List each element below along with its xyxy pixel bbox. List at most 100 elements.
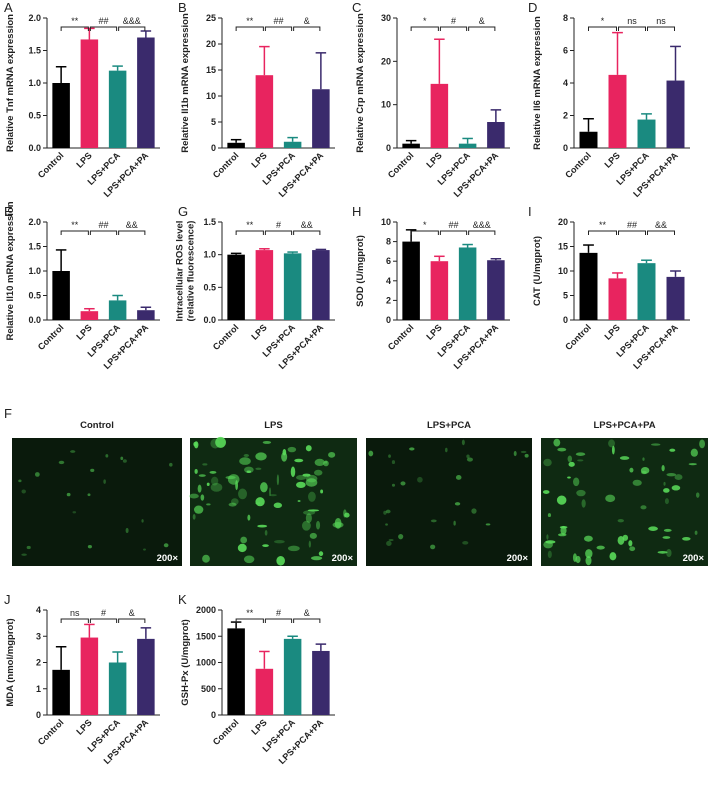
y-tick-label: 1.0 [203,250,216,260]
significance-bracket [468,26,496,31]
x-tick-label: LPS [602,150,621,169]
significance-bracket [618,230,646,235]
bar [487,260,505,320]
cell [513,451,517,457]
cell [520,450,527,454]
y-tick-label: 1.5 [28,46,41,56]
y-tick-label: 25 [206,13,216,23]
bar [137,310,155,320]
y-tick-label: 10 [381,100,391,110]
panel-title: LPS+PCA+PA [593,420,655,431]
cell [169,462,173,467]
bar [108,70,127,148]
cell [206,482,210,486]
bar [283,253,302,320]
cell [391,460,396,465]
cell [546,534,549,540]
significance-label: ** [246,608,254,618]
panel-label: K [178,592,187,607]
cell [105,454,109,458]
cell [669,448,676,452]
cell [308,540,311,548]
significance-label: ## [627,220,637,230]
y-tick-label: 0 [211,710,216,720]
cell [584,535,593,542]
cell [640,505,647,510]
cell [690,448,698,457]
x-tick-label: Control [386,322,416,352]
y-tick-label: 1500 [196,631,216,641]
y-tick-label: 5 [563,291,568,301]
cell [617,535,625,545]
cell [485,523,491,526]
cell [302,473,311,477]
y-tick-label: 0.5 [203,282,216,292]
x-tick-label: LPS [424,150,443,169]
significance-label: ns [70,608,80,618]
bar [402,143,420,148]
significance-label: # [276,608,281,618]
y-tick-label: 20 [206,39,216,49]
significance-bracket [264,618,293,623]
bar [80,39,99,149]
significance-label: &&& [123,16,141,26]
cell [305,445,312,452]
cell [383,510,387,515]
cell [547,513,552,518]
cell [238,488,248,500]
cell [209,471,217,474]
bar [430,83,449,148]
cell [268,487,272,497]
cell [454,502,461,506]
significance-label: ** [71,220,79,230]
bar [430,261,449,320]
significance-bracket [293,618,321,623]
cell [585,549,593,559]
y-tick-label: 500 [201,684,216,694]
cell [398,533,404,540]
significance-bracket [235,618,264,623]
panel-label: G [178,204,188,219]
cell [543,458,552,467]
cell [577,459,584,462]
y-tick-label: 4 [563,78,568,88]
cell [120,456,124,461]
bar [637,119,656,148]
panel-label: E [4,204,13,219]
cell [666,472,677,477]
cell [576,489,586,497]
bar [80,637,99,715]
bar [283,141,302,148]
cell [273,502,283,509]
cell [210,438,221,449]
significance-bracket [293,26,321,31]
significance-label: # [101,608,106,618]
cell [585,556,592,566]
significance-label: * [423,220,427,230]
cell [557,533,567,537]
significance-label: ## [273,16,283,26]
significance-label: ** [246,16,254,26]
significance-label: && [126,220,138,230]
cell [632,479,642,486]
bar [666,276,685,320]
bar [52,271,70,320]
cell [430,544,436,550]
y-axis-label: MDA (nmol/mgprot) [5,618,16,706]
y-tick-label: 0.5 [28,291,41,301]
panel-title: LPS+PCA [427,420,471,431]
y-tick-label: 8 [386,237,391,247]
significance-bracket [264,230,293,235]
significance-bracket [468,230,496,235]
cell [628,540,633,547]
y-tick-label: 0 [563,143,568,153]
cell [307,509,320,512]
y-tick-label: 10 [558,266,568,276]
y-tick-label: 2000 [196,605,216,615]
y-axis-label: (relative fluorescence) [186,221,197,322]
bar [579,252,598,320]
bar [579,131,598,148]
y-axis-label: Relative Il6 mRNA expression [532,16,543,150]
cell [674,474,683,481]
significance-label: ns [656,16,666,26]
